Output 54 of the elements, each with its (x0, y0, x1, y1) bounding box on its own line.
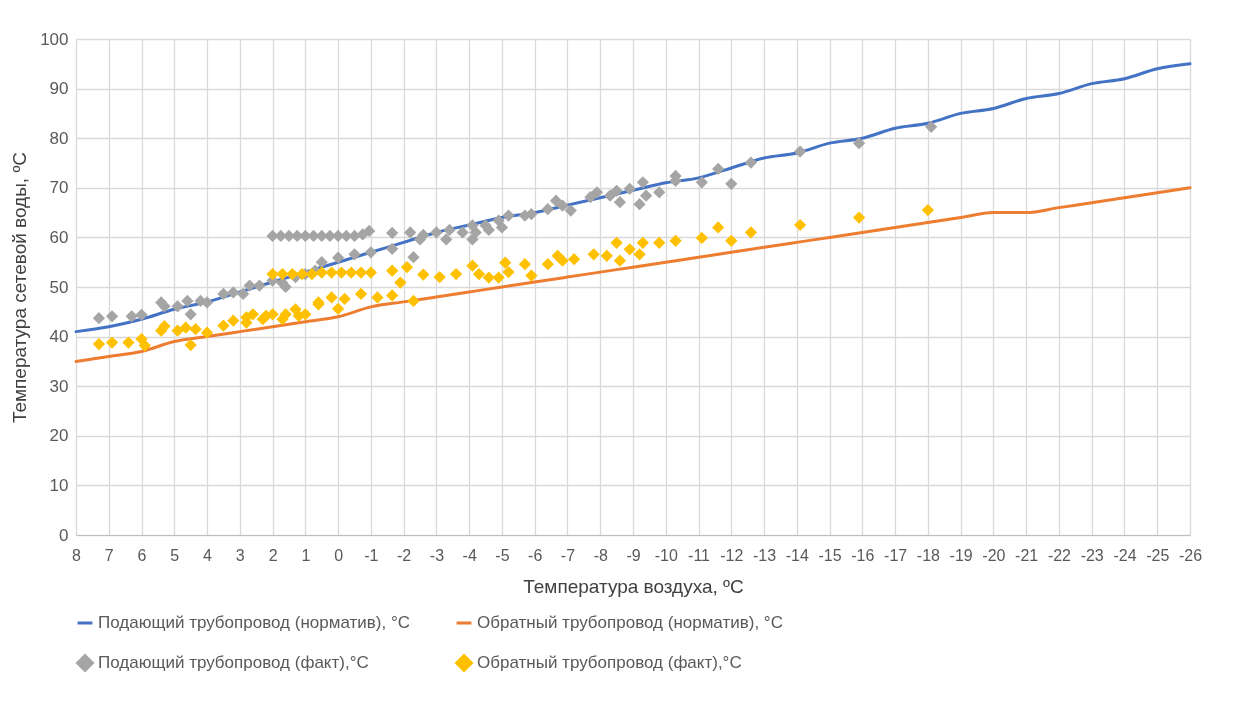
x-tick-label: -12 (720, 546, 744, 564)
legend-label: Обратный трубопровод (факт),°C (477, 653, 742, 672)
legend-label: Подающий трубопровод (норматив), °C (98, 613, 410, 632)
x-tick-label: 8 (72, 546, 82, 564)
x-tick-label: -9 (626, 546, 641, 564)
x-axis-title: Температура воздуха, ºC (523, 575, 744, 597)
x-tick-label: -24 (1113, 546, 1137, 564)
x-tick-label: -2 (397, 546, 412, 564)
x-tick-label: -17 (884, 546, 908, 564)
x-tick-label: -4 (462, 546, 477, 564)
x-tick-label: 0 (334, 546, 344, 564)
y-tick-label: 100 (40, 29, 69, 49)
x-tick-label: -18 (916, 546, 941, 564)
line-series (74, 186, 1192, 363)
x-tick-label: -7 (560, 546, 576, 564)
x-tick-label: -11 (688, 546, 711, 564)
legend-label: Подающий трубопровод (факт),°C (98, 653, 369, 672)
y-tick-label: 60 (49, 227, 69, 247)
line-series (74, 62, 1192, 334)
x-tick-label: -23 (1080, 546, 1104, 564)
x-tick-label: -25 (1146, 546, 1170, 564)
x-tick-label: -19 (949, 546, 973, 564)
legend-label: Обратный трубопровод (норматив), °C (477, 613, 783, 632)
x-tick-label: 5 (170, 546, 180, 564)
x-tick-label: -22 (1047, 546, 1072, 564)
x-tick-label: -13 (753, 546, 777, 564)
x-tick-label: -1 (364, 546, 379, 564)
y-tick-label: 80 (49, 128, 69, 148)
y-tick-label: 0 (59, 525, 69, 545)
x-tick-label: -15 (818, 546, 842, 564)
x-tick-label: 2 (268, 546, 278, 564)
x-tick-label: -16 (851, 546, 875, 564)
x-tick-label: -6 (528, 546, 543, 564)
y-axis-title: Температура сетевой воды, ºC (9, 151, 31, 424)
x-tick-label: 6 (137, 546, 147, 564)
x-tick-label: 7 (104, 546, 114, 564)
x-tick-label: 3 (235, 546, 245, 564)
y-tick-label: 70 (49, 178, 69, 198)
x-tick-label: -26 (1178, 546, 1203, 564)
x-tick-label: -21 (1015, 546, 1039, 564)
y-tick-label: 40 (49, 327, 69, 347)
x-tick-label: 4 (203, 546, 213, 564)
x-tick-label: -5 (495, 546, 510, 564)
y-tick-label: 50 (49, 277, 69, 297)
y-tick-label: 30 (49, 376, 69, 396)
y-tick-label: 90 (49, 79, 69, 99)
x-tick-label: -14 (785, 546, 809, 564)
x-tick-label: -10 (654, 546, 678, 564)
x-tick-label: -20 (982, 546, 1006, 564)
y-tick-label: 10 (49, 475, 69, 495)
x-tick-label: -8 (593, 546, 608, 564)
y-tick-label: 20 (49, 426, 69, 446)
x-tick-label: 1 (301, 546, 311, 564)
x-tick-label: -3 (429, 546, 445, 564)
